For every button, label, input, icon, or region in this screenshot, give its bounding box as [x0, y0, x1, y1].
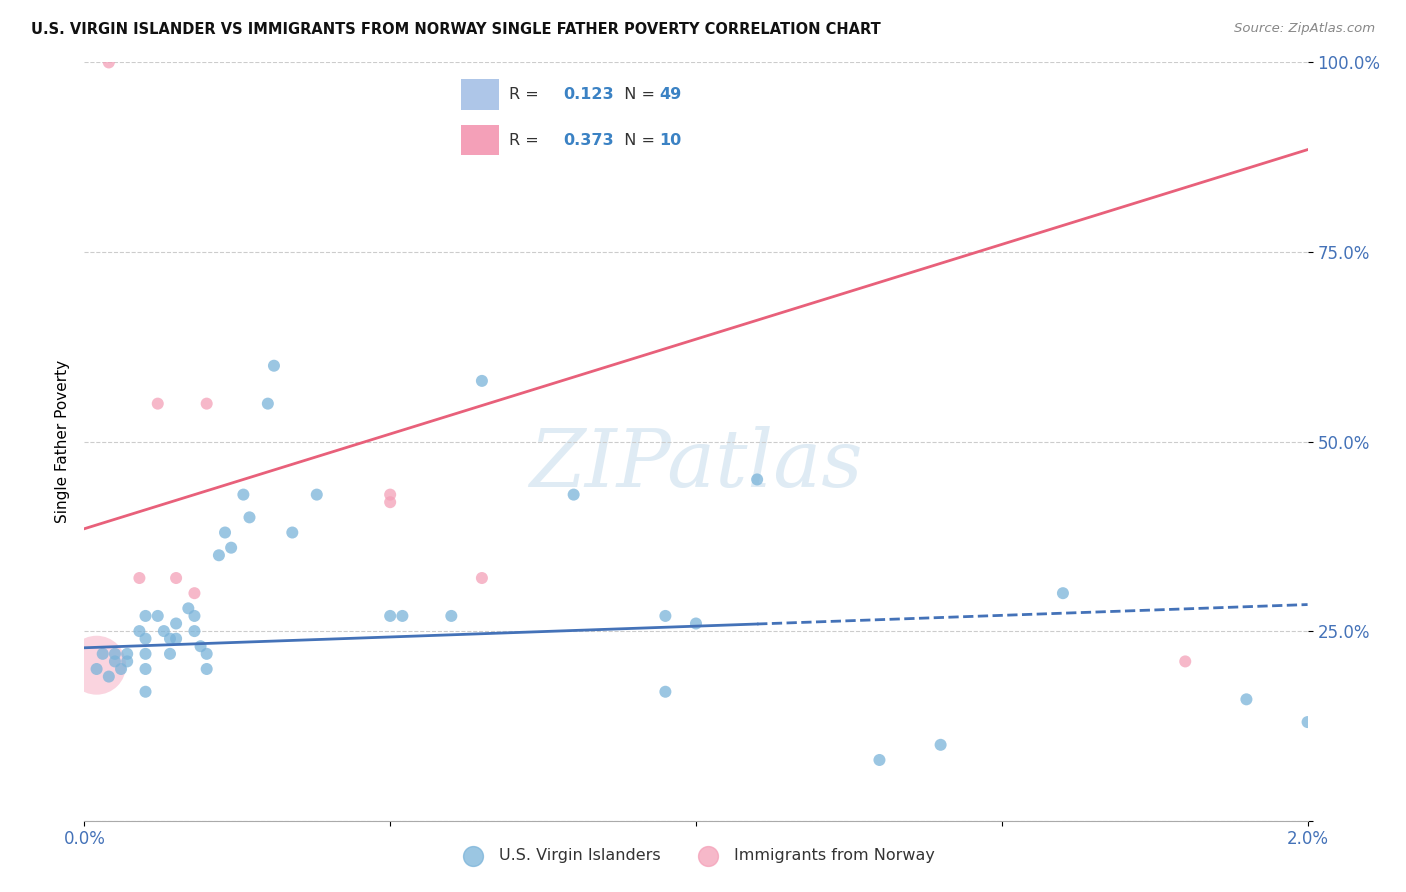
Point	[128, 571, 150, 585]
Point	[115, 655, 138, 669]
Point	[104, 655, 127, 669]
Point	[281, 525, 304, 540]
Point	[135, 608, 157, 623]
Point	[135, 685, 157, 699]
Point	[183, 586, 205, 600]
Point	[869, 753, 891, 767]
Point	[195, 396, 218, 410]
Point	[165, 571, 187, 585]
Legend: U.S. Virgin Islanders, Immigrants from Norway: U.S. Virgin Islanders, Immigrants from N…	[451, 842, 941, 870]
Point	[1296, 715, 1319, 730]
Point	[471, 571, 494, 585]
Point	[190, 639, 212, 653]
Point	[654, 685, 676, 699]
Point	[305, 487, 328, 501]
Point	[91, 647, 114, 661]
Point	[115, 647, 138, 661]
Point	[257, 396, 280, 410]
Point	[110, 662, 132, 676]
Point	[146, 396, 169, 410]
Point	[128, 624, 150, 639]
Point	[562, 487, 585, 501]
Point	[159, 632, 181, 646]
Point	[380, 495, 402, 509]
Point	[97, 55, 120, 70]
Point	[263, 359, 285, 373]
Point	[1236, 692, 1258, 706]
Point	[380, 487, 402, 501]
Point	[183, 624, 205, 639]
Point	[165, 632, 187, 646]
Point	[214, 525, 236, 540]
Point	[747, 473, 769, 487]
Point	[97, 669, 120, 683]
Point	[380, 608, 402, 623]
Point	[135, 647, 157, 661]
Point	[929, 738, 952, 752]
Point	[195, 647, 218, 661]
Point	[146, 608, 169, 623]
Point	[232, 487, 254, 501]
Point	[177, 601, 200, 615]
Text: ZIPatlas: ZIPatlas	[529, 425, 863, 503]
Y-axis label: Single Father Poverty: Single Father Poverty	[55, 360, 70, 523]
Point	[471, 374, 494, 388]
Text: U.S. VIRGIN ISLANDER VS IMMIGRANTS FROM NORWAY SINGLE FATHER POVERTY CORRELATION: U.S. VIRGIN ISLANDER VS IMMIGRANTS FROM …	[31, 22, 880, 37]
Point	[104, 647, 127, 661]
Point	[1052, 586, 1074, 600]
Point	[440, 608, 463, 623]
Point	[159, 647, 181, 661]
Point	[685, 616, 707, 631]
Point	[165, 616, 187, 631]
Point	[86, 662, 108, 676]
Point	[135, 662, 157, 676]
Point	[208, 548, 231, 563]
Point	[654, 608, 676, 623]
Point	[238, 510, 260, 524]
Point	[1174, 655, 1197, 669]
Point	[391, 608, 413, 623]
Point	[219, 541, 242, 555]
Point	[195, 662, 218, 676]
Text: Source: ZipAtlas.com: Source: ZipAtlas.com	[1234, 22, 1375, 36]
Point	[153, 624, 176, 639]
Point	[135, 632, 157, 646]
Point	[86, 658, 108, 673]
Point	[183, 608, 205, 623]
